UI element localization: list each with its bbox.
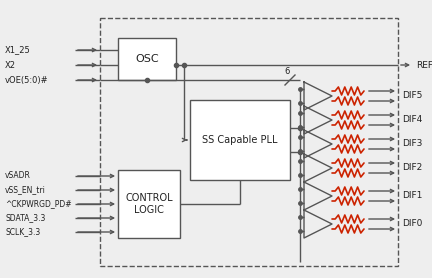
Text: SCLK_3.3: SCLK_3.3: [5, 227, 40, 237]
Text: DIF1: DIF1: [402, 192, 422, 200]
Text: DIF3: DIF3: [402, 140, 422, 148]
Text: DIF2: DIF2: [402, 163, 422, 173]
Text: 6: 6: [284, 68, 290, 76]
Text: X2: X2: [5, 61, 16, 70]
Text: CONTROL
LOGIC: CONTROL LOGIC: [125, 193, 173, 215]
Text: DIF4: DIF4: [402, 115, 422, 125]
Text: X1_25: X1_25: [5, 46, 31, 54]
Bar: [190, 100, 290, 180]
Text: DIF0: DIF0: [402, 220, 422, 229]
Text: vSS_EN_tri: vSS_EN_tri: [5, 185, 46, 195]
Bar: [118, 38, 176, 80]
Text: SDATA_3.3: SDATA_3.3: [5, 214, 45, 222]
Text: OSC: OSC: [135, 54, 159, 64]
Bar: [118, 170, 180, 238]
Text: SS Capable PLL: SS Capable PLL: [202, 135, 278, 145]
Text: DIF5: DIF5: [402, 91, 422, 101]
Text: REF1.8: REF1.8: [416, 61, 432, 70]
Text: vOE(5:0)#: vOE(5:0)#: [5, 76, 49, 85]
Text: ^CKPWRGD_PD#: ^CKPWRGD_PD#: [5, 200, 72, 208]
Bar: [100, 18, 398, 266]
Text: vSADR: vSADR: [5, 172, 31, 180]
